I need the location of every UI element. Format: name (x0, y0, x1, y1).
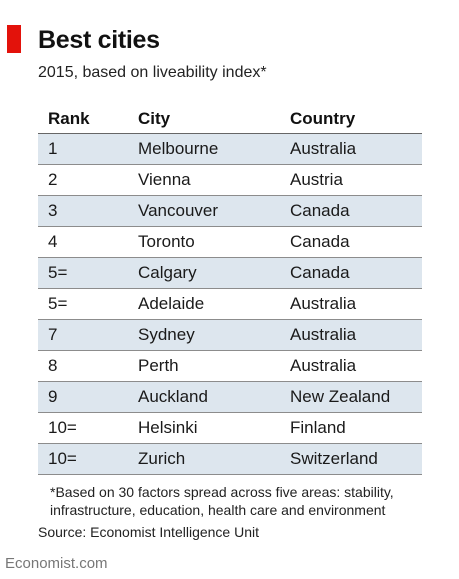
rankings-table: Rank City Country 1 Melbourne Australia 2 Vi… (38, 105, 422, 475)
country-cell: Finland (280, 412, 422, 444)
rank-cell: 3 (38, 195, 128, 227)
country-cell: Australia (280, 319, 422, 351)
chart-title: Best cities (38, 26, 160, 54)
city-cell: Melbourne (128, 133, 280, 165)
table-row: 9 Auckland New Zealand (38, 381, 422, 413)
table-row: 5= Adelaide Australia (38, 288, 422, 320)
city-cell: Auckland (128, 381, 280, 413)
column-header-rank: Rank (38, 105, 128, 134)
rank-cell: 7 (38, 319, 128, 351)
table-row: 10= Helsinki Finland (38, 412, 422, 444)
table-header-row: Rank City Country (38, 105, 422, 134)
chart-subtitle: 2015, based on liveability index* (38, 64, 267, 81)
city-cell: Vienna (128, 164, 280, 196)
rank-cell: 10= (38, 412, 128, 444)
country-cell: Canada (280, 226, 422, 258)
rank-cell: 10= (38, 443, 128, 475)
city-cell: Toronto (128, 226, 280, 258)
country-cell: Australia (280, 350, 422, 382)
rank-cell: 5= (38, 257, 128, 289)
table-row: 10= Zurich Switzerland (38, 443, 422, 475)
country-cell: New Zealand (280, 381, 422, 413)
city-cell: Vancouver (128, 195, 280, 227)
table-row: 8 Perth Australia (38, 350, 422, 382)
country-cell: Australia (280, 288, 422, 320)
rank-cell: 5= (38, 288, 128, 320)
city-cell: Helsinki (128, 412, 280, 444)
country-cell: Canada (280, 195, 422, 227)
rank-cell: 2 (38, 164, 128, 196)
brand-logo-text: Economist.com (5, 555, 108, 572)
rankings-table-container: Rank City Country 1 Melbourne Australia 2 Vi… (38, 105, 422, 475)
rank-cell: 8 (38, 350, 128, 382)
table-row: 5= Calgary Canada (38, 257, 422, 289)
table-row: 4 Toronto Canada (38, 226, 422, 258)
rank-cell: 4 (38, 226, 128, 258)
table-body: 1 Melbourne Australia 2 Vienna Austria 3 Vancou… (38, 133, 422, 475)
table-row: 2 Vienna Austria (38, 164, 422, 196)
table-row: 7 Sydney Australia (38, 319, 422, 351)
source-note: Source: Economist Intelligence Unit (38, 524, 259, 540)
country-cell: Austria (280, 164, 422, 196)
country-cell: Canada (280, 257, 422, 289)
brand-tag (7, 25, 21, 53)
column-header-city: City (128, 105, 280, 134)
city-cell: Adelaide (128, 288, 280, 320)
column-header-country: Country (280, 105, 422, 134)
footnote: *Based on 30 factors spread across five … (50, 484, 394, 518)
country-cell: Switzerland (280, 443, 422, 475)
table-row: 1 Melbourne Australia (38, 133, 422, 165)
rank-cell: 1 (38, 133, 128, 165)
city-cell: Sydney (128, 319, 280, 351)
table-row: 3 Vancouver Canada (38, 195, 422, 227)
country-cell: Australia (280, 133, 422, 165)
city-cell: Perth (128, 350, 280, 382)
city-cell: Calgary (128, 257, 280, 289)
rank-cell: 9 (38, 381, 128, 413)
city-cell: Zurich (128, 443, 280, 475)
